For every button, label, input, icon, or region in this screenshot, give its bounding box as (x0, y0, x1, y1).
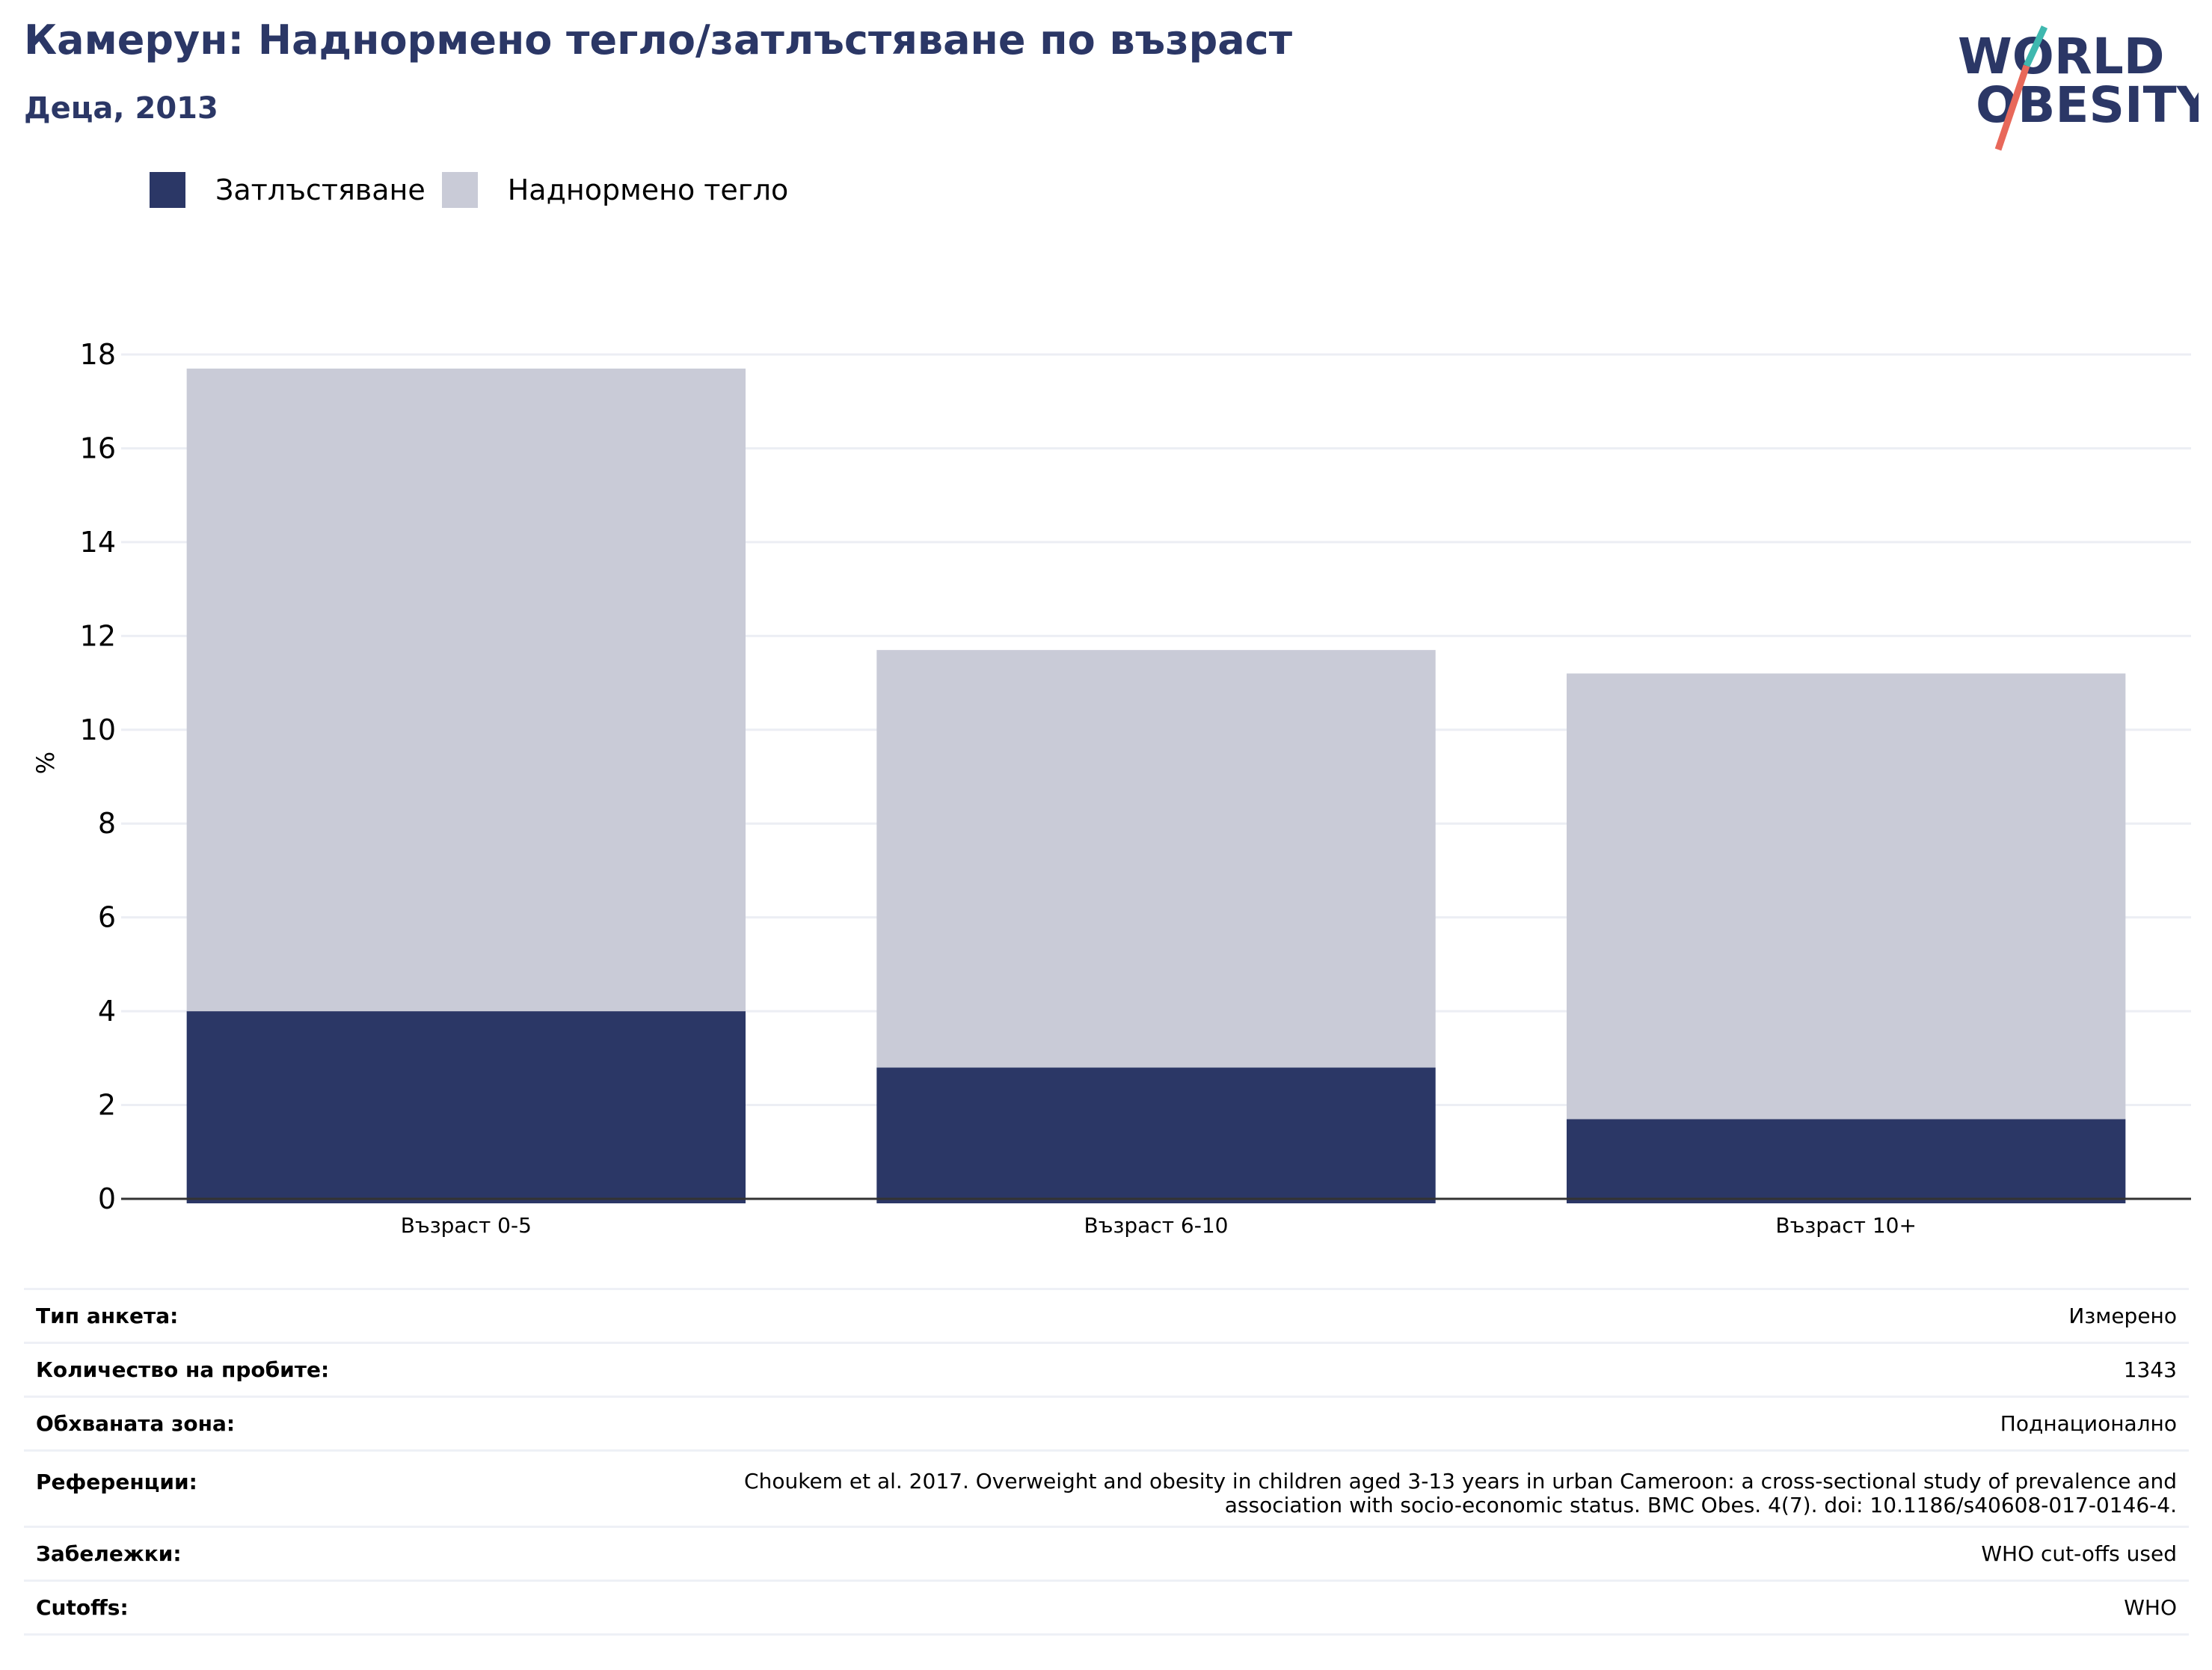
info-row-sample-size: Количество на пробите: 1343 (24, 1342, 2189, 1397)
bar-obesity (1566, 1119, 2126, 1203)
info-value: Поднационално (437, 1396, 2189, 1451)
chart-title: Камерун: Наднормено тегло/затлъстяване п… (24, 16, 1292, 64)
info-key: Референции: (24, 1449, 437, 1527)
info-value: Choukem et al. 2017. Overweight and obes… (437, 1449, 2189, 1527)
info-row-cutoffs: Cutoffs: WHO (24, 1580, 2189, 1636)
y-tick-label: 8 (98, 807, 116, 840)
chart-subtitle: Деца, 2013 (24, 91, 218, 126)
y-tick-label: 10 (80, 713, 116, 746)
y-tick-label: 4 (98, 995, 116, 1028)
bar-obesity (876, 1067, 1436, 1203)
y-tick-label: 12 (80, 619, 116, 652)
y-tick-label: 14 (80, 526, 116, 559)
info-key: Количество на пробите: (24, 1342, 437, 1397)
legend-label-obesity: Затлъстяване (215, 174, 425, 206)
info-key: Забележки: (24, 1526, 437, 1581)
bar-overweight (1566, 673, 2126, 1120)
info-row-notes: Забележки: WHO cut-offs used (24, 1526, 2189, 1581)
x-tick-label: Възраст 0-5 (401, 1213, 532, 1238)
bar-overweight (876, 650, 1436, 1068)
info-key: Тип анкета: (24, 1288, 437, 1343)
y-tick-label: 18 (80, 338, 116, 371)
x-tick-label: Възраст 6-10 (1084, 1213, 1229, 1238)
survey-info-table: Тип анкета: Измерено Количество на проби… (24, 1288, 2189, 1636)
legend-label-overweight: Наднормено тегло (507, 174, 789, 206)
bar-obesity (186, 1011, 746, 1203)
info-row-survey-type: Тип анкета: Измерено (24, 1288, 2189, 1343)
info-key: Cutoffs: (24, 1580, 437, 1636)
info-value: 1343 (437, 1342, 2189, 1397)
y-tick-label: 16 (80, 432, 116, 464)
bar-chart: 0 2 4 6 8 10 12 14 16 18% Възраст 0-5 Възраст 6-10 В… (31, 338, 2191, 1238)
legend-item-obesity: Затлъстяване (150, 172, 425, 208)
logo-line1: WORLD (1958, 28, 2165, 85)
y-tick-label: 0 (98, 1182, 116, 1215)
legend-item-overweight: Наднормено тегло (441, 172, 789, 208)
logo-slash-bottom (1994, 64, 2030, 151)
world-obesity-logo: WORLD OBESITY (1958, 25, 2199, 151)
legend-swatch-obesity (150, 172, 185, 208)
info-value: WHO cut-offs used (437, 1526, 2189, 1581)
reference-line-2: association with socio-economic status. … (1224, 1493, 2177, 1517)
logo-slash-top (2023, 25, 2048, 67)
info-value: Измерено (437, 1288, 2189, 1343)
reference-line-1: Choukem et al. 2017. Overweight and obes… (744, 1469, 2177, 1494)
y-tick-label: 2 (98, 1089, 116, 1122)
chart-legend: Затлъстяване Наднормено тегло (150, 172, 805, 208)
info-value: WHO (437, 1580, 2189, 1636)
info-key: Обхваната зона: (24, 1396, 437, 1451)
y-tick-label: 6 (98, 901, 116, 934)
bar-overweight (186, 368, 746, 1012)
x-tick-label: Възраст 10+ (1775, 1213, 1917, 1238)
legend-swatch-overweight (441, 172, 478, 208)
info-row-coverage: Обхваната зона: Поднационално (24, 1396, 2189, 1451)
info-row-references: Референции: Choukem et al. 2017. Overwei… (24, 1449, 2189, 1527)
y-axis-label: % (31, 752, 60, 774)
